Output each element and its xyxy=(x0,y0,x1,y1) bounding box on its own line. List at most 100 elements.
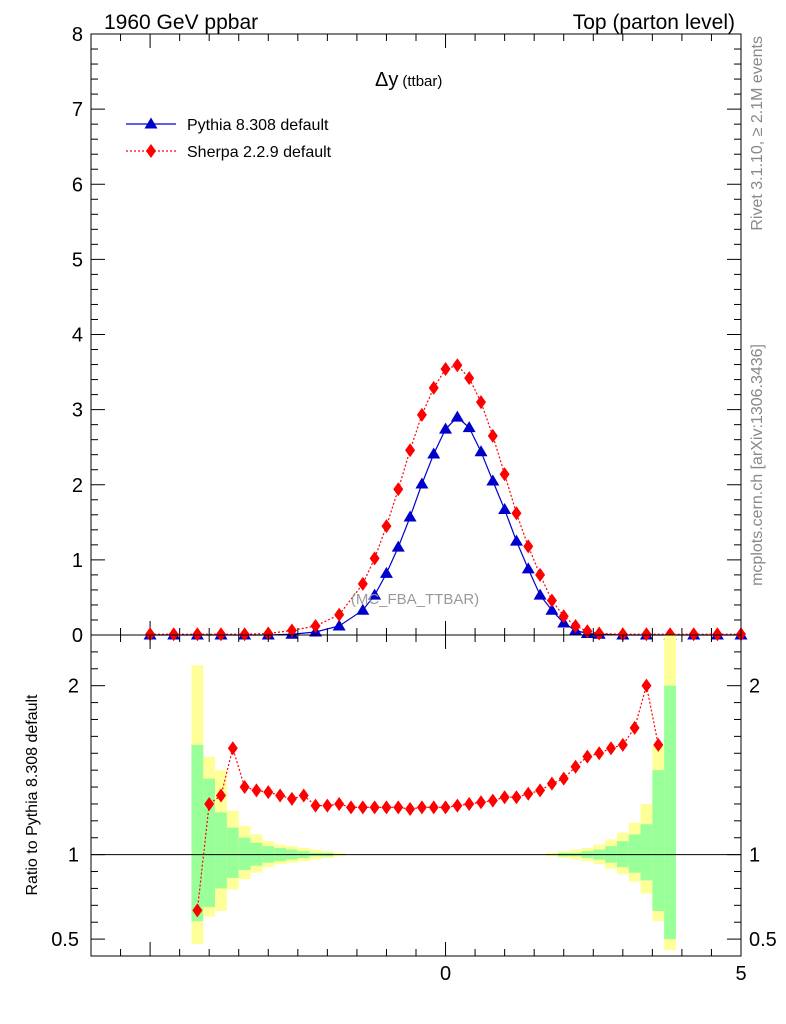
sherpa-point xyxy=(393,482,404,497)
pythia-point xyxy=(545,603,559,615)
ratio-point xyxy=(263,785,274,800)
ratio-point xyxy=(334,796,345,811)
ratio-point xyxy=(310,798,321,813)
ratio-y-tick-label-right: 1 xyxy=(749,845,760,867)
ratio-point xyxy=(322,798,333,813)
inner-band-bin xyxy=(652,770,665,911)
sherpa-point xyxy=(334,607,345,622)
mcplots-label: mcplots.cern.ch [arXiv:1306.3436] xyxy=(749,344,766,586)
inner-band-bin xyxy=(640,824,653,881)
ratio-point xyxy=(405,802,416,817)
main-y-tick-label: 5 xyxy=(72,249,83,271)
legend-marker-pythia xyxy=(144,117,158,129)
ratio-point xyxy=(629,720,640,735)
pythia-point xyxy=(521,562,535,574)
sherpa-point xyxy=(286,623,297,638)
ratio-point xyxy=(393,800,404,815)
legend-entry-pythia: Pythia 8.308 default xyxy=(126,117,329,134)
pythia-point xyxy=(439,422,453,434)
ratio-point xyxy=(476,795,486,810)
ratio-point xyxy=(369,800,380,815)
sherpa-point xyxy=(546,593,557,608)
main-y-tick-labels: 0 1 2 3 4 5 6 7 8 xyxy=(72,24,83,647)
ratio-point xyxy=(428,800,439,815)
legend-marker-sherpa xyxy=(146,144,156,158)
ratio-point xyxy=(275,788,286,803)
sherpa-point xyxy=(440,362,451,377)
sherpa-point xyxy=(641,627,652,642)
ratio-point xyxy=(381,800,392,815)
pythia-point xyxy=(379,566,393,578)
header-right: Top (parton level) xyxy=(573,11,735,34)
ratio-point xyxy=(239,780,250,795)
sherpa-point xyxy=(476,395,486,410)
ratio-point xyxy=(204,796,215,811)
ratio-series-group xyxy=(192,678,664,918)
ratio-point xyxy=(617,737,628,752)
pythia-point xyxy=(332,619,346,631)
sherpa-point xyxy=(688,627,699,642)
ratio-point xyxy=(216,788,226,803)
sherpa-point xyxy=(511,506,522,521)
pythia-point xyxy=(450,410,464,422)
ratio-y-tick-label-right: 2 xyxy=(749,676,760,698)
pythia-point xyxy=(403,510,417,522)
sherpa-point xyxy=(712,627,723,642)
sherpa-point xyxy=(617,627,628,642)
main-y-tick-label: 4 xyxy=(72,325,83,347)
pythia-point xyxy=(462,421,476,433)
legend-label-sherpa: Sherpa 2.2.9 default xyxy=(187,144,332,161)
ratio-point xyxy=(251,783,262,798)
legend: Pythia 8.308 default Sherpa 2.2.9 defaul… xyxy=(126,117,332,161)
main-y-tick-label: 3 xyxy=(72,400,83,422)
header-left: 1960 GeV ppbar xyxy=(104,11,258,34)
ratio-plot-frame xyxy=(90,634,742,957)
sherpa-point xyxy=(558,609,569,624)
ratio-y-tick-label-left: 2 xyxy=(68,676,79,698)
main-y-tick-label: 2 xyxy=(72,475,83,497)
ratio-y-tick-label-left: 1 xyxy=(68,845,79,867)
sherpa-point xyxy=(405,443,416,458)
pythia-point xyxy=(533,588,547,600)
ratio-point xyxy=(192,903,203,918)
sherpa-point xyxy=(594,626,605,641)
ratio-point xyxy=(286,791,297,806)
ratio-point xyxy=(606,741,616,756)
ratio-point xyxy=(594,746,605,761)
ratio-point xyxy=(535,783,546,798)
sherpa-point xyxy=(535,567,546,582)
main-y-tick-label: 1 xyxy=(72,550,83,572)
pythia-point xyxy=(368,588,382,600)
sherpa-point xyxy=(464,371,475,386)
sherpa-point xyxy=(499,467,510,482)
sherpa-point xyxy=(216,627,226,642)
ratio-point xyxy=(227,741,238,756)
sherpa-point xyxy=(145,627,156,642)
ratio-point xyxy=(487,793,498,808)
ratio-point xyxy=(346,800,356,815)
ratio-point xyxy=(582,749,593,764)
ratio-point xyxy=(546,776,557,791)
inner-band-bin xyxy=(226,827,239,878)
inner-band-bin xyxy=(215,812,227,889)
main-plot-panel: 0 1 2 3 4 5 6 7 8 xyxy=(72,24,748,647)
pythia-point xyxy=(498,503,512,515)
sherpa-point xyxy=(263,626,274,641)
ratio-point xyxy=(416,800,427,815)
sherpa-point xyxy=(452,358,463,373)
ratio-point xyxy=(452,798,463,813)
inner-band-bin xyxy=(616,841,629,868)
main-title: Δy (ttbar) xyxy=(375,69,442,91)
pythia-point xyxy=(427,447,441,459)
sherpa-point xyxy=(357,576,368,591)
sherpa-point xyxy=(570,618,581,633)
ratio-point xyxy=(570,759,581,774)
main-axis-ticks xyxy=(90,33,742,636)
ratio-point xyxy=(641,678,652,693)
pythia-point xyxy=(415,477,429,489)
ratio-x-tick-label: 5 xyxy=(735,963,746,985)
ratio-y-tick-label-left: 0.5 xyxy=(51,929,79,951)
